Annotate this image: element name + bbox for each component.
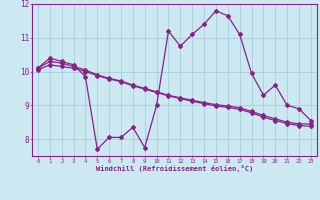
X-axis label: Windchill (Refroidissement éolien,°C): Windchill (Refroidissement éolien,°C) (96, 165, 253, 172)
